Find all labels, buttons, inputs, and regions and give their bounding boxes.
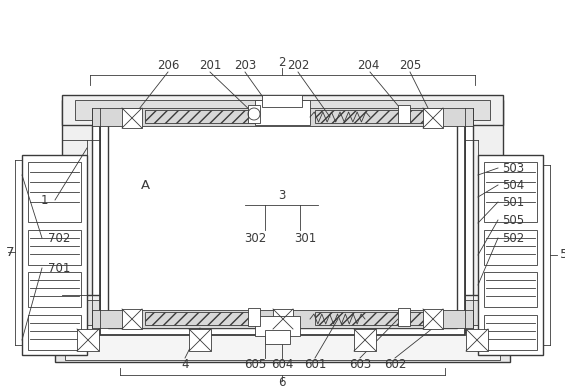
Bar <box>255 100 310 125</box>
Bar <box>478 155 543 355</box>
Bar <box>423 309 443 329</box>
Bar <box>92 108 473 126</box>
Bar <box>262 95 302 107</box>
Text: 202: 202 <box>287 58 309 72</box>
Text: 6: 6 <box>278 375 286 389</box>
Text: 605: 605 <box>244 359 266 371</box>
Text: 5: 5 <box>560 249 565 261</box>
Bar <box>484 162 537 222</box>
Text: 301: 301 <box>294 231 316 245</box>
Bar <box>484 315 537 350</box>
Text: 203: 203 <box>234 58 256 72</box>
Bar <box>75 300 490 325</box>
Bar <box>315 110 430 123</box>
Bar <box>28 162 81 222</box>
Bar <box>398 105 410 123</box>
Bar <box>484 230 537 265</box>
Bar <box>22 155 87 355</box>
Bar <box>466 329 488 351</box>
Bar <box>248 308 260 326</box>
Bar <box>62 100 92 340</box>
Bar <box>65 332 500 360</box>
Bar <box>92 310 473 328</box>
Bar <box>189 329 211 351</box>
Bar <box>273 309 293 329</box>
Text: 503: 503 <box>502 161 524 175</box>
Text: 501: 501 <box>502 196 524 209</box>
Bar <box>75 100 490 120</box>
Text: 7: 7 <box>6 245 15 259</box>
Text: 505: 505 <box>502 214 524 226</box>
Text: 4: 4 <box>181 359 189 371</box>
Bar <box>145 110 255 123</box>
Text: 502: 502 <box>502 231 524 245</box>
Bar <box>28 272 81 307</box>
Text: 1: 1 <box>41 193 48 207</box>
Bar <box>28 230 81 265</box>
Bar <box>248 105 260 123</box>
Text: 702: 702 <box>48 231 71 245</box>
Bar <box>28 315 81 350</box>
Text: 504: 504 <box>502 179 524 191</box>
Text: 206: 206 <box>157 58 179 72</box>
Bar <box>122 309 142 329</box>
Text: A: A <box>141 179 150 191</box>
Text: 603: 603 <box>349 359 371 371</box>
Text: 601: 601 <box>304 359 326 371</box>
Text: 3: 3 <box>279 189 286 202</box>
Text: 602: 602 <box>384 359 406 371</box>
Text: 2: 2 <box>278 56 286 68</box>
Bar <box>473 100 503 340</box>
Bar <box>122 108 142 128</box>
Text: 604: 604 <box>271 359 293 371</box>
Bar <box>62 295 503 330</box>
Bar <box>484 272 537 307</box>
Bar <box>145 312 255 325</box>
Bar <box>423 108 443 128</box>
Bar <box>55 330 510 362</box>
Bar <box>354 329 376 351</box>
Bar <box>315 312 430 325</box>
Text: 302: 302 <box>244 231 266 245</box>
Bar <box>108 122 457 328</box>
Text: 701: 701 <box>48 261 71 275</box>
Bar <box>100 115 465 335</box>
Bar <box>265 330 290 344</box>
Text: 204: 204 <box>357 58 379 72</box>
Bar <box>77 329 99 351</box>
Bar <box>62 95 503 125</box>
Text: 205: 205 <box>399 58 421 72</box>
Bar <box>398 308 410 326</box>
Bar <box>255 316 300 336</box>
Text: 201: 201 <box>199 58 221 72</box>
